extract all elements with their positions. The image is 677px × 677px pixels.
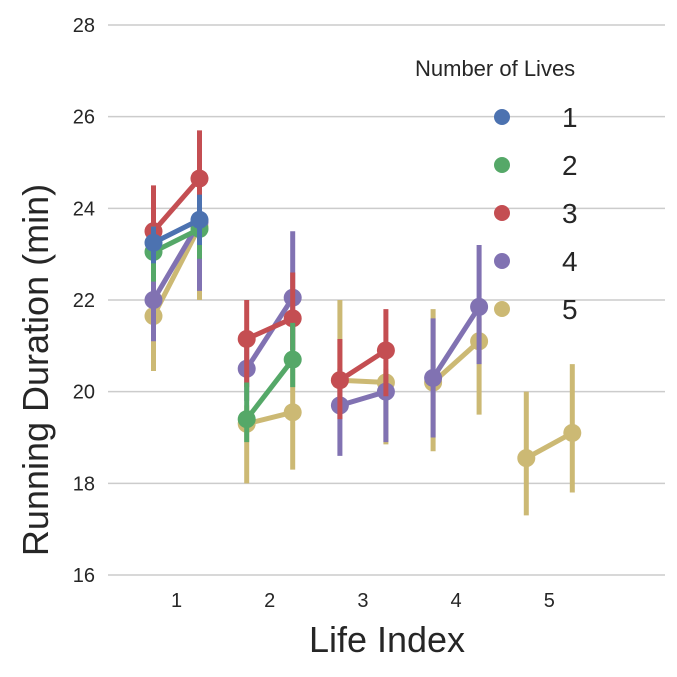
legend-label: 1 (562, 102, 578, 133)
x-ticks: 1 2 3 4 5 (171, 590, 555, 612)
series-3 (144, 130, 395, 420)
data-point (376, 341, 395, 360)
data-point (283, 350, 302, 369)
series-4 (144, 212, 489, 456)
legend-label: 5 (562, 294, 578, 325)
y-tick-label: 28 (73, 15, 95, 37)
y-tick-label: 24 (73, 198, 95, 220)
data-point (237, 329, 256, 348)
x-tick-label: 2 (264, 590, 275, 612)
data-point (470, 297, 489, 316)
data-point (190, 169, 209, 188)
y-tick-label: 20 (73, 382, 95, 404)
series-line (151, 176, 202, 233)
x-axis-label: Life Index (309, 619, 465, 660)
data-point (283, 403, 302, 422)
x-tick-label: 3 (357, 590, 368, 612)
legend-marker (494, 157, 510, 173)
y-tick-label: 18 (73, 473, 95, 495)
series-line (244, 358, 295, 421)
y-tick-label: 16 (73, 565, 95, 587)
legend-marker (494, 205, 510, 221)
y-ticks: 16 18 20 22 24 26 28 (73, 15, 95, 587)
data-point (144, 233, 163, 252)
legend-title: Number of Lives (415, 56, 575, 81)
data-point (563, 423, 582, 442)
y-axis-label: Running Duration (min) (15, 184, 56, 556)
x-tick-label: 1 (171, 590, 182, 612)
legend-marker (494, 253, 510, 269)
series-group (144, 130, 582, 516)
data-point (424, 368, 443, 387)
y-tick-label: 22 (73, 290, 95, 312)
series-line (338, 348, 388, 383)
legend-marker (494, 301, 510, 317)
x-tick-label: 4 (451, 590, 462, 612)
legend: Number of Lives 1 2 3 4 5 (415, 56, 578, 325)
grid (108, 24, 665, 576)
series-line (244, 296, 295, 371)
data-point (190, 210, 209, 229)
data-point (517, 449, 536, 468)
x-tick-label: 5 (544, 590, 555, 612)
data-point (237, 410, 256, 429)
data-point (283, 309, 302, 328)
legend-marker (494, 109, 510, 125)
y-tick-label: 26 (73, 107, 95, 129)
legend-label: 3 (562, 198, 578, 229)
series-line (431, 305, 482, 380)
data-point (144, 291, 163, 309)
legend-label: 4 (562, 246, 578, 277)
data-point (330, 371, 349, 390)
series-1 (144, 194, 209, 264)
legend-label: 2 (562, 150, 578, 181)
